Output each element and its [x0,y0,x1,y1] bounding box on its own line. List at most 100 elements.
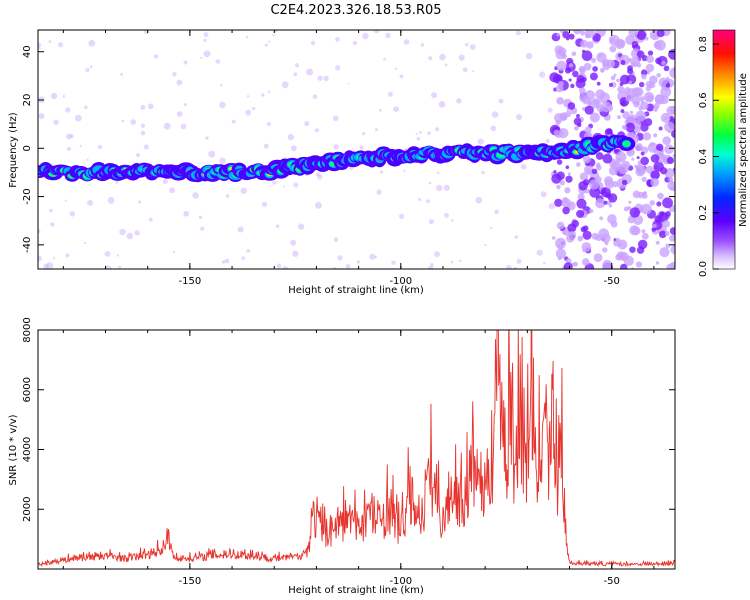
spectrogram-noise-blob [246,35,249,39]
spectrogram-noise-blob [559,180,565,186]
spectrogram-noise-blob [607,193,618,203]
spectrogram-noise-blob [176,79,183,86]
spectrogram-noise-blob [662,197,673,209]
spectrogram-noise-blob [608,204,613,208]
spectrogram-noise-blob [626,206,632,211]
spectrogram-noise-blob [573,125,579,131]
spectrogram-noise-blob [636,50,645,59]
spectrogram-noise-blob [87,199,94,206]
spectrogram-noise-blob [450,260,454,264]
spectrogram-noise-blob [444,63,448,67]
spectrogram-noise-blob [332,266,337,269]
spectrogram-noise-blob [640,156,649,166]
spectrogram-noise-blob [162,179,168,184]
spectrogram-noise-blob [647,50,654,56]
spectrogram-noise-blob [587,100,593,105]
spectrogram-noise-blob [439,53,446,61]
spectrogram-noise-blob [631,40,639,48]
spectrogram-noise-blob [246,95,250,98]
spectrogram-noise-blob [38,255,42,262]
spectrogram-noise-blob [140,130,146,136]
spectrogram-noise-blob [231,119,236,124]
spectrogram-noise-blob [604,241,609,246]
spectrogram-noise-blob [641,176,647,182]
spectrogram-noise-blob [553,170,557,174]
spectrogram-noise-blob [590,57,597,63]
spectrogram-noise-blob [583,62,592,71]
spectrogram-noise-blob [241,256,246,260]
spectrogram-noise-blob [620,60,626,65]
spectrogram-noise-blob [264,43,268,47]
spectrogram-noise-blob [520,164,527,170]
spectrogram-noise-blob [556,184,561,190]
spectrogram-noise-blob [576,198,587,209]
spectrogram-noise-blob [622,160,631,170]
spectrogram-noise-blob [635,110,647,122]
colorbar-gradient [712,29,736,270]
spectrogram-noise-blob [631,95,641,105]
spectrogram-noise-blob [620,100,626,107]
spectrogram-noise-blob [53,119,59,125]
spectrogram-noise-blob [575,78,586,89]
spectrogram-noise-blob [656,143,664,152]
spectrogram-noise-blob [525,52,533,60]
colorbar-tick-label: 0.6 [698,92,709,108]
spectrogram-noise-blob [219,157,226,165]
spectrogram-noise-blob [604,179,615,189]
spectrogram-noise-blob [540,191,547,198]
spectrogram-noise-blob [677,198,681,202]
spectrogram-noise-blob [650,177,660,187]
spectrogram-noise-blob [69,134,74,139]
spectrogram-noise-blob [295,63,300,68]
spectrogram-noise-blob [263,143,269,149]
spectrogram-noise-blob [536,249,543,256]
snr-ticks: -150 -100 -50 2000 4000 6000 8000 [22,317,675,587]
spectrogram-noise-blob [215,59,221,64]
spectrogram-noise-blob [315,172,320,177]
spectrogram-noise-blob [629,110,634,114]
spectrogram-noise-blob [394,67,398,71]
spectrogram-noise-blob [616,39,626,49]
spectrogram-noise-blob [134,230,140,236]
spectrogram-noise-blob [458,54,465,61]
spectrogram-noise-blob [666,105,675,116]
spectrogram-noise-blob [648,81,656,89]
spectrogram-y-tick-label: 0 [22,145,33,151]
spectrogram-noise-blob [333,144,339,150]
spectrogram-noise-blob [655,261,660,265]
spectrogram-noise-blob [418,131,422,134]
spectrogram-noise-blob [656,201,662,207]
spectrogram-noise-blob [317,75,323,81]
spectrogram-noise-blob [582,225,589,232]
spectrogram-noise-blob [451,219,454,222]
spectrogram-noise-blob [505,264,512,269]
spectrogram-noise-blob [562,206,570,215]
spectrogram-noise-blob [645,63,655,73]
spectrogram-noise-blob [430,263,434,267]
spectrogram-noise-blob [359,145,364,150]
spectrogram-noise-blob [672,68,675,73]
spectrogram-noise-blob [644,118,653,127]
spectrogram-noise-blob [581,258,590,266]
spectrogram-noise-blob [376,189,382,195]
spectrogram-noise-blob [314,201,322,209]
spectrogram-noise-blob [581,50,593,62]
spectrogram-noise-blob [573,30,582,35]
spectrogram-noise-blob [617,115,622,120]
spectrogram-noise-blob [672,153,675,158]
spectrogram-noise-blob [38,113,45,120]
spectrogram-noise-blob [50,92,58,100]
spectrogram-noise-blob [428,181,432,185]
snr-x-label: Height of straight line (km) [288,585,424,596]
spectrogram-noise-blob [86,158,89,161]
spectrogram-noise-blob [555,237,567,249]
spectrogram-noise-blob [399,74,404,79]
spectrogram-noise-blob [563,262,573,269]
spectrogram-noise-blob [650,154,660,163]
snr-y-label: SNR (10 * v/v) [8,414,19,485]
spectrogram-noise-blob [658,126,663,131]
spectrogram-noise-blob [562,30,570,39]
spectrogram-noise-blob [646,55,654,63]
spectrogram-noise-blob [607,201,612,206]
spectrogram-noise-blob [297,223,305,230]
